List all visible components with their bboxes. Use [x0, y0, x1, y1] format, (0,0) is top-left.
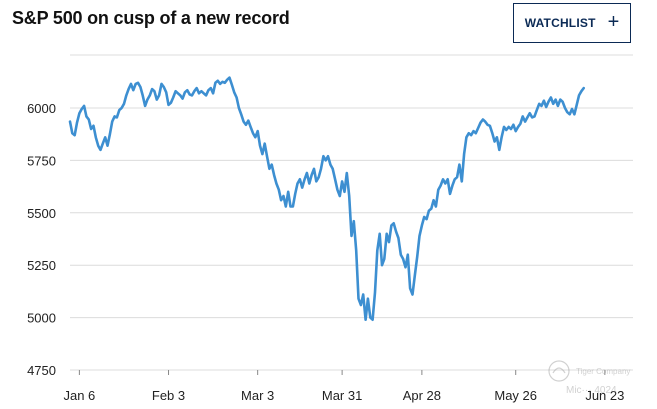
- y-tick-label-5000: 5000: [27, 311, 56, 326]
- watermark-logo-icon: [548, 360, 570, 382]
- x-tick-label-2: Mar 3: [241, 388, 274, 403]
- watchlist-button[interactable]: WATCHLIST +: [513, 3, 631, 43]
- plus-icon: +: [607, 11, 620, 33]
- x-tick-label-3: Mar 31: [322, 388, 362, 403]
- y-tick-label-4750: 4750: [27, 363, 56, 378]
- x-tick-label-4: Apr 28: [403, 388, 441, 403]
- y-tick-label-5500: 5500: [27, 206, 56, 221]
- series-line-0: [68, 76, 586, 322]
- watermark: Tiger Company Mic··· 4024: [548, 358, 648, 398]
- y-tick-label-6000: 6000: [27, 101, 56, 116]
- x-tick-label-5: May 26: [494, 388, 537, 403]
- x-tick-label-1: Feb 3: [152, 388, 185, 403]
- chart-title: S&P 500 on cusp of a new record: [12, 8, 290, 28]
- x-tick-label-0: Jan 6: [63, 388, 95, 403]
- watchlist-button-label: WATCHLIST: [524, 16, 596, 30]
- watermark-user: Mic··· 4024: [566, 385, 617, 396]
- y-tick-label-5750: 5750: [27, 153, 56, 168]
- y-tick-label-5250: 5250: [27, 258, 56, 273]
- x-tick-label-6: Jun 23: [585, 388, 624, 403]
- watermark-company: Tiger Company: [576, 367, 631, 376]
